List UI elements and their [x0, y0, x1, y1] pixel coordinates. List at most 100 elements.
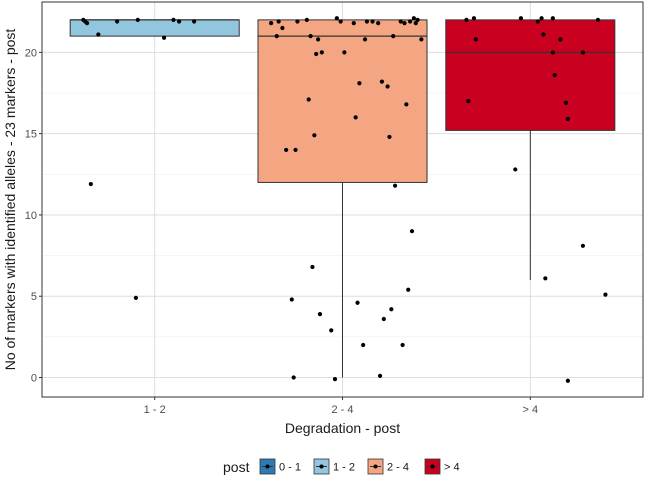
- data-point: [595, 17, 601, 22]
- data-point: [280, 25, 285, 31]
- jitter-points: [81, 16, 608, 383]
- data-point: [295, 19, 300, 24]
- data-point: [353, 115, 358, 120]
- legend-label: 0 - 1: [279, 462, 301, 474]
- data-point: [387, 134, 392, 140]
- y-tick-label: 15: [25, 129, 37, 141]
- legend-key-point: [265, 464, 270, 469]
- box-1-2: [69, 19, 240, 37]
- data-point: [411, 16, 416, 21]
- data-point: [415, 17, 420, 22]
- data-point: [84, 21, 90, 26]
- data-point: [274, 34, 279, 39]
- data-point: [315, 37, 321, 42]
- data-point: [391, 34, 396, 39]
- data-point: [404, 102, 409, 107]
- box-2-4: [257, 19, 428, 183]
- data-point: [580, 243, 586, 248]
- data-point: [471, 16, 477, 21]
- data-point: [398, 19, 403, 24]
- legend-key-point: [319, 464, 324, 469]
- data-point: [332, 377, 338, 382]
- data-point: [381, 316, 386, 322]
- data-point: [362, 37, 368, 42]
- data-point: [317, 311, 323, 317]
- data-point: [413, 21, 418, 26]
- data-point: [96, 32, 101, 37]
- data-point: [355, 300, 360, 305]
- y-axis-title: No of markers with identified alleles - …: [2, 29, 18, 371]
- data-point: [364, 19, 370, 24]
- data-point: [535, 19, 540, 24]
- data-point: [541, 32, 546, 37]
- x-axis: 1 - 2 2 - 4 > 4: [144, 397, 538, 416]
- data-point: [88, 181, 93, 187]
- data-point: [550, 50, 555, 55]
- x-tick-label: 2 - 4: [331, 404, 353, 416]
- data-point: [319, 50, 324, 55]
- data-point: [329, 328, 334, 333]
- data-point: [379, 79, 385, 84]
- data-point: [603, 292, 608, 297]
- data-point: [351, 21, 356, 26]
- y-tick-label: 0: [31, 372, 37, 384]
- data-point: [389, 307, 394, 312]
- data-point: [334, 16, 339, 21]
- data-point: [377, 373, 383, 378]
- data-point: [304, 17, 309, 22]
- data-point: [269, 21, 274, 26]
- data-point: [402, 21, 407, 26]
- data-point: [370, 19, 375, 24]
- y-axis: 0 5 10 15 20: [25, 47, 42, 384]
- data-point: [133, 295, 139, 300]
- data-point: [565, 116, 570, 122]
- data-point: [289, 297, 294, 302]
- boxes: [69, 19, 616, 378]
- data-point: [400, 342, 405, 348]
- data-point: [550, 16, 555, 21]
- data-point: [376, 21, 381, 26]
- data-point: [357, 81, 362, 86]
- data-point: [171, 17, 176, 22]
- data-point: [284, 147, 289, 153]
- data-point: [580, 50, 586, 55]
- y-tick-label: 20: [25, 47, 37, 59]
- legend-key-point: [373, 464, 378, 469]
- legend-key-point: [430, 464, 435, 469]
- data-point: [408, 19, 413, 24]
- data-point: [342, 50, 347, 55]
- data-point: [308, 34, 313, 39]
- data-point: [314, 51, 319, 57]
- legend-label: 1 - 2: [333, 462, 355, 474]
- data-point: [291, 375, 296, 380]
- data-point: [406, 287, 411, 292]
- legend-label: > 4: [444, 462, 460, 474]
- legend-label: 2 - 4: [387, 462, 409, 474]
- y-tick-label: 10: [25, 210, 37, 222]
- data-point: [192, 19, 197, 24]
- data-point: [177, 19, 182, 24]
- data-point: [543, 276, 548, 281]
- x-tick-label: > 4: [523, 404, 539, 416]
- data-point: [385, 84, 390, 89]
- data-point: [310, 264, 315, 270]
- data-point: [276, 19, 281, 24]
- data-point: [473, 37, 478, 42]
- data-point: [392, 183, 398, 188]
- data-point: [135, 17, 140, 22]
- data-point: [539, 16, 544, 21]
- data-point: [466, 99, 471, 104]
- data-point: [115, 19, 120, 24]
- x-axis-title: Degradation - post: [285, 420, 400, 436]
- box--4: [445, 19, 616, 131]
- data-point: [161, 35, 167, 40]
- legend: post 0 - 1 1 - 2 2 - 4 > 4: [223, 458, 460, 475]
- y-tick-label: 5: [31, 291, 37, 303]
- data-point: [312, 133, 317, 138]
- legend-title: post: [223, 459, 250, 475]
- data-point: [464, 17, 469, 22]
- data-point: [306, 97, 311, 102]
- data-point: [518, 16, 524, 21]
- data-point: [513, 167, 518, 172]
